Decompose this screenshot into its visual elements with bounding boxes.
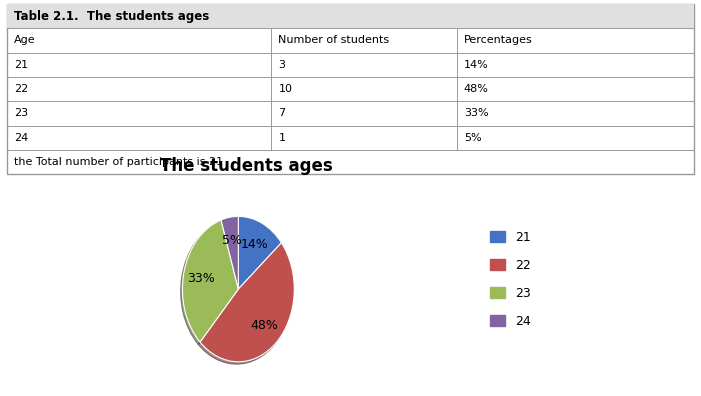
Wedge shape xyxy=(238,216,281,289)
Text: 3: 3 xyxy=(278,60,285,70)
Text: 33%: 33% xyxy=(187,272,215,285)
Text: 48%: 48% xyxy=(250,319,278,331)
Text: the Total number of participants is 21: the Total number of participants is 21 xyxy=(14,157,223,167)
Text: 48%: 48% xyxy=(464,84,489,94)
Wedge shape xyxy=(221,216,238,289)
Text: 5%: 5% xyxy=(222,234,243,247)
Text: 14%: 14% xyxy=(464,60,489,70)
Text: 33%: 33% xyxy=(464,109,489,118)
Wedge shape xyxy=(200,243,294,362)
Text: Age: Age xyxy=(14,36,36,46)
Text: 10: 10 xyxy=(278,84,292,94)
Text: 1: 1 xyxy=(278,133,285,143)
Text: Percentages: Percentages xyxy=(464,36,533,46)
Title: The students ages: The students ages xyxy=(161,157,333,175)
Text: 14%: 14% xyxy=(240,238,268,251)
Bar xyxy=(7,4,694,28)
Wedge shape xyxy=(182,220,238,342)
Text: 5%: 5% xyxy=(464,133,482,143)
Text: 21: 21 xyxy=(14,60,28,70)
Text: Number of students: Number of students xyxy=(278,36,390,46)
Text: 23: 23 xyxy=(14,109,28,118)
Text: 24: 24 xyxy=(14,133,28,143)
Text: 7: 7 xyxy=(278,109,285,118)
Legend: 21, 22, 23, 24: 21, 22, 23, 24 xyxy=(485,226,536,333)
Text: 22: 22 xyxy=(14,84,28,94)
Text: Table 2.1.  The students ages: Table 2.1. The students ages xyxy=(14,10,209,23)
